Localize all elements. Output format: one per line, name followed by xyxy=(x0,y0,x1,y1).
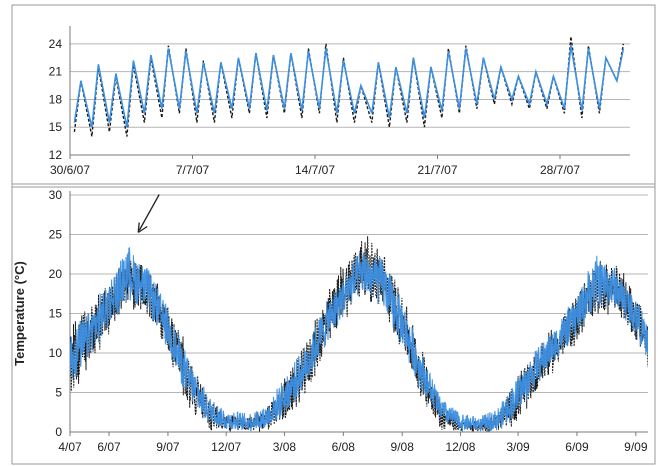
x-tick-label: 21/7/07 xyxy=(417,163,457,177)
y-tick-label: 10 xyxy=(49,346,63,360)
bottom-panel: 0 5 10 15 20 25 30 4/07 6/07 9/07 12/07 3/08 6/08 9/0… xyxy=(12,188,648,454)
x-tick-label: 7/7/07 xyxy=(176,163,210,177)
top-panel-frame xyxy=(11,4,656,188)
x-tick-label: 28/7/07 xyxy=(540,163,580,177)
y-tick-label: 12 xyxy=(49,148,63,162)
x-tick-label: 3/08 xyxy=(273,440,297,454)
y-tick-label: 15 xyxy=(49,307,63,321)
annotation-arrowhead xyxy=(137,222,148,234)
x-tick-label: 9/07 xyxy=(156,440,180,454)
y-tick-label: 0 xyxy=(55,425,62,439)
x-tick-label: 4/07 xyxy=(58,440,82,454)
y-tick-label: 18 xyxy=(49,92,63,106)
y-tick-label: 20 xyxy=(49,267,63,281)
x-tick-label: 6/09 xyxy=(565,440,589,454)
x-tick-label: 6/08 xyxy=(332,440,356,454)
y-tick-label: 21 xyxy=(49,65,63,79)
x-tick-label: 14/7/07 xyxy=(295,163,335,177)
x-tick-label: 30/6/07 xyxy=(50,163,90,177)
y-tick-label: 24 xyxy=(49,37,63,51)
x-tick-label: 9/09 xyxy=(624,440,648,454)
x-tick-label: 9/08 xyxy=(391,440,415,454)
y-tick-label: 15 xyxy=(49,120,63,134)
top-panel: 12 15 18 21 24 30/6/07 7/7/07 14/7/07 21/7/07 28/… xyxy=(49,26,630,177)
x-tick-label: 12/07 xyxy=(211,440,241,454)
annotation-arrow xyxy=(138,194,160,231)
y-tick-label: 5 xyxy=(55,386,62,400)
x-tick-label: 6/07 xyxy=(97,440,121,454)
series-solid-line xyxy=(70,247,648,432)
y-axis-title: Temperature (°C) xyxy=(12,261,27,366)
series-solid-line xyxy=(73,45,625,128)
x-tick-label: 3/09 xyxy=(506,440,530,454)
x-tick-label: 12/08 xyxy=(445,440,475,454)
y-tick-label: 25 xyxy=(49,228,63,242)
y-tick-label: 30 xyxy=(49,188,63,202)
bottom-panel-frame xyxy=(11,183,656,465)
